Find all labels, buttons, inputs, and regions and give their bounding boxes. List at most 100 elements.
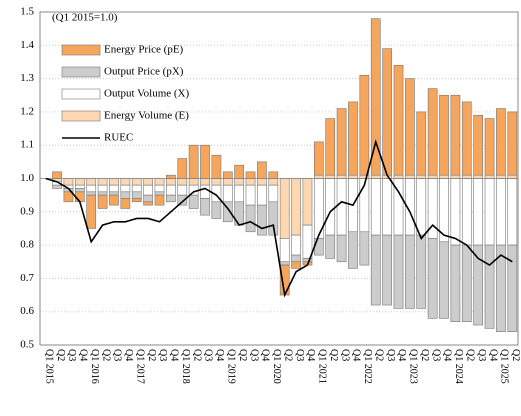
bar-segment <box>74 184 85 189</box>
bar-segment <box>166 178 176 186</box>
x-tick-label: Q2 <box>237 349 248 361</box>
y-tick-label: 1.3 <box>20 72 34 84</box>
bar-segment <box>245 178 256 186</box>
bar-segment <box>177 178 188 186</box>
bar-segment <box>200 144 210 179</box>
bar-segment <box>382 234 392 306</box>
x-tick-label: Q1 2023 <box>408 349 419 384</box>
x-tick-label: Q1 2019 <box>225 349 236 384</box>
bar-segment <box>177 158 188 179</box>
bar-segment <box>473 114 484 176</box>
bar-segment <box>291 254 301 263</box>
x-tick-label: Q3 <box>385 349 396 361</box>
bar-segment <box>348 101 358 176</box>
bar-segment <box>461 101 472 176</box>
bar-segment <box>97 191 108 196</box>
bar-segment <box>416 174 427 179</box>
x-tick-label: Q3 <box>476 349 487 361</box>
x-tick-label: Q3 <box>248 349 259 361</box>
bar-segment <box>302 224 313 259</box>
bar-segment <box>427 238 438 319</box>
y-tick-label: 1.0 <box>20 172 34 184</box>
bar-segment <box>370 174 381 179</box>
bar-segment <box>188 144 199 179</box>
bar-segment <box>143 194 153 203</box>
x-tick-label: Q4 <box>123 349 134 361</box>
bar-segment <box>222 201 233 223</box>
bar-segment <box>279 261 290 266</box>
bar-segment <box>484 174 495 179</box>
bar-segment <box>279 238 290 263</box>
bar-segment <box>63 178 74 186</box>
x-tick-label: Q4 <box>442 349 453 361</box>
x-tick-label: Q2 <box>100 349 111 361</box>
bar-segment <box>507 178 518 246</box>
bar-segment <box>416 111 427 176</box>
y-tick-label: 1.1 <box>20 139 34 151</box>
bar-segment <box>484 178 495 246</box>
x-tick-label: Q2 <box>328 349 339 361</box>
x-tick-label: Q1 2024 <box>453 349 464 384</box>
bar-segment <box>166 174 176 179</box>
x-tick-label: Q3 <box>157 349 168 361</box>
bar-segment <box>279 178 290 239</box>
x-tick-label: Q3 <box>203 349 214 361</box>
bar-segment <box>427 174 438 179</box>
bar-segment <box>97 184 108 193</box>
bar-segment <box>416 178 427 236</box>
bar-segment <box>86 184 97 193</box>
bar-segment <box>393 234 404 309</box>
bar-segment <box>200 198 210 216</box>
bar-segment <box>507 111 518 176</box>
bar-segment <box>450 94 461 176</box>
bar-segment <box>359 74 370 176</box>
legend-label: Output Price (pX) <box>104 66 184 78</box>
bar-segment <box>109 178 119 186</box>
bar-segment <box>166 184 176 196</box>
bar-segment <box>268 201 279 236</box>
bar-segment <box>188 194 199 209</box>
x-tick-label: Q4 <box>214 349 225 361</box>
bar-segment <box>393 64 404 176</box>
x-tick-label: Q2 <box>146 349 157 361</box>
bar-segment <box>336 178 347 236</box>
bar-segment <box>336 234 347 263</box>
bar-segment <box>154 184 165 193</box>
bar-segment <box>336 174 347 179</box>
bar-segment <box>268 171 279 179</box>
x-tick-label: Q2 <box>373 349 384 361</box>
line <box>45 139 513 298</box>
bar-segment <box>211 201 222 219</box>
bar-segment <box>439 241 449 319</box>
bar-segment <box>302 178 313 226</box>
y-tick-label: 0.9 <box>20 205 34 217</box>
bar-segment <box>382 178 392 236</box>
x-tick-label: Q4 <box>169 349 180 361</box>
bar-segment <box>325 234 336 259</box>
x-tick-label: Q2 <box>191 349 202 361</box>
bar-segment <box>507 174 518 179</box>
legend-swatch <box>61 44 101 56</box>
bar-segment <box>496 244 506 332</box>
bar-segment <box>143 201 153 206</box>
bar-segment <box>359 231 370 266</box>
x-tick-label: Q1 2016 <box>89 349 100 384</box>
bar-segment <box>131 191 142 199</box>
bar-segment <box>86 178 97 186</box>
bar-segment <box>348 174 358 179</box>
bar-segment <box>74 191 85 203</box>
bar-segment <box>405 78 415 176</box>
bar-segment <box>120 178 131 186</box>
bar-segment <box>336 108 347 176</box>
legend-label: Energy Volume (E) <box>104 110 189 122</box>
bar-segment <box>484 118 495 176</box>
bar-segment <box>461 174 472 179</box>
x-tick-label: Q1 2020 <box>271 349 282 384</box>
bar-segment <box>222 171 233 179</box>
bar-segment <box>348 231 358 269</box>
bar-segment <box>245 171 256 179</box>
x-tick-label: Q4 <box>487 349 498 361</box>
bar-segment <box>257 161 267 179</box>
legend-swatch <box>61 88 101 100</box>
bar-segment <box>325 118 336 176</box>
